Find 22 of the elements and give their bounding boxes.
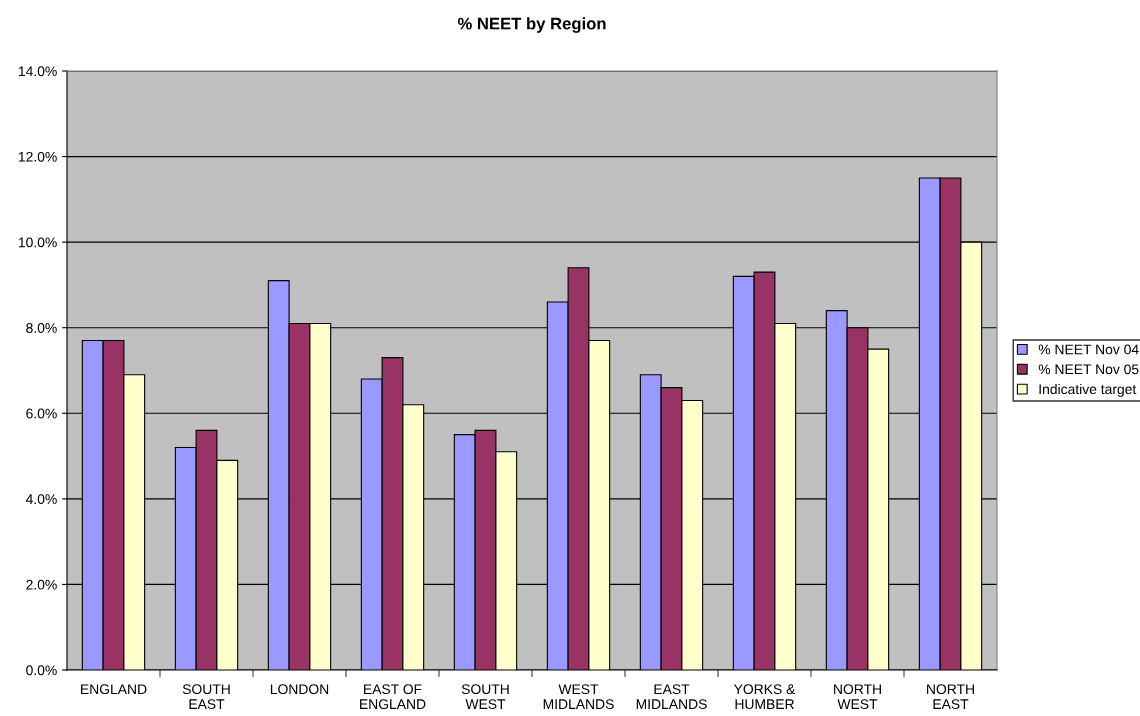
chart-title: % NEET by Region [457,17,606,33]
y-tick-label: 8.0% [26,323,57,333]
x-tick-label: SOUTH EAST [182,684,230,710]
y-tick-label: 14.0% [18,66,57,77]
x-tick-label: NORTH WEST [834,684,881,710]
x-tick-label: SOUTH WEST [461,684,509,710]
y-tick-label: 2.0% [26,579,57,590]
legend-label: % NEET Nov 05 [1038,364,1139,375]
x-tick-label: LONDON [270,684,329,695]
x-tick-label: NORTH EAST [927,684,974,710]
y-tick-label: 0.0% [26,665,57,676]
legend-label: Indicative target [1039,383,1137,397]
x-tick-label: ENGLAND [81,684,147,695]
legend-label: % NEET Nov 04 [1038,344,1139,355]
x-tick-label: YORKS & HUMBER [733,684,796,710]
y-tick-label: 4.0% [25,494,57,505]
x-tick-label: EAST MIDLANDS [636,684,707,710]
x-tick-label: WEST MIDLANDS [543,684,614,710]
x-tick-label: EAST OF ENGLAND [360,684,426,710]
y-tick-label: 12.0% [18,151,57,162]
y-tick-label: 10.0% [18,237,57,248]
y-tick-label: 6.0% [26,408,57,419]
